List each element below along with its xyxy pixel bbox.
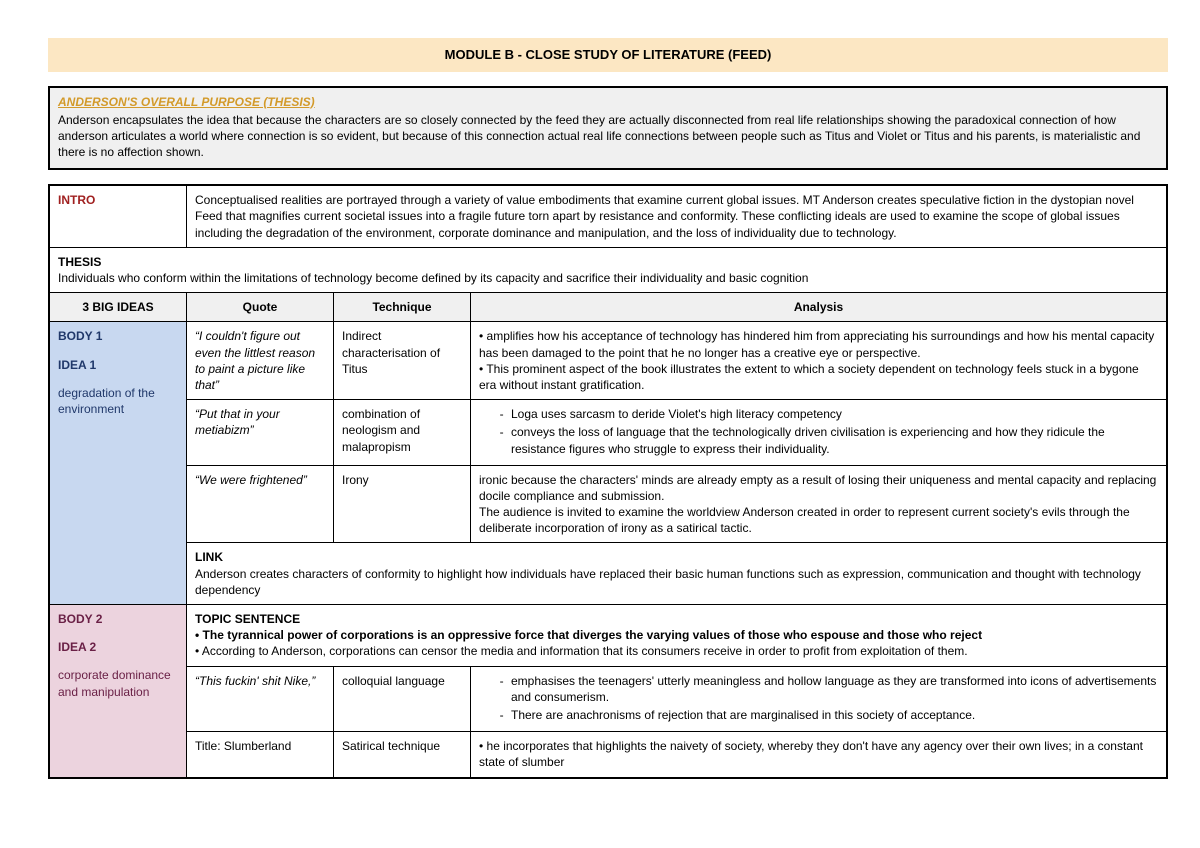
- body2-quote-1: “This fuckin' shit Nike,”: [187, 666, 334, 732]
- body1-label-cell: BODY 1 IDEA 1 degradation of the environ…: [49, 322, 187, 605]
- body1-tech-2: combination of neologism and malapropism: [334, 400, 471, 466]
- purpose-text: Anderson encapsulates the idea that beca…: [58, 112, 1158, 161]
- intro-label: INTRO: [49, 185, 187, 247]
- body2-topic-label: TOPIC SENTENCE: [195, 611, 1158, 627]
- thesis-row: THESIS Individuals who conform within th…: [49, 247, 1167, 292]
- body1-link-text: Anderson creates characters of conformit…: [195, 567, 1141, 597]
- body2-topic-bold: • The tyrannical power of corporations i…: [195, 627, 1158, 643]
- body2-quote-2: Title: Slumberland: [187, 732, 334, 778]
- body1-quote-2: “Put that in your metiabizm”: [187, 400, 334, 466]
- body2-analysis-2: • he incorporates that highlights the na…: [471, 732, 1168, 778]
- body1-link-label: LINK: [195, 549, 1158, 565]
- header-technique: Technique: [334, 293, 471, 322]
- body1-tech-3: Irony: [334, 465, 471, 543]
- body1-idea-label: IDEA 1: [58, 357, 178, 373]
- body1-quote-1: “I couldn't figure out even the littlest…: [187, 322, 334, 400]
- header-ideas: 3 BIG IDEAS: [49, 293, 187, 322]
- body1-tech-1: Indirect characterisation of Titus: [334, 322, 471, 400]
- body2-analysis-1: emphasises the teenagers' utterly meanin…: [471, 666, 1168, 732]
- thesis-label: THESIS: [58, 255, 101, 269]
- header-analysis: Analysis: [471, 293, 1168, 322]
- purpose-box: ANDERSON'S OVERALL PURPOSE (THESIS) Ande…: [48, 86, 1168, 171]
- body1-analysis-2: Loga uses sarcasm to deride Violet's hig…: [471, 400, 1168, 466]
- body1-quote-3: “We were frightened”: [187, 465, 334, 543]
- column-header-row: 3 BIG IDEAS Quote Technique Analysis: [49, 293, 1167, 322]
- body2-tech-1: colloquial language: [334, 666, 471, 732]
- body1-link-row: LINK Anderson creates characters of conf…: [49, 543, 1167, 605]
- essay-table: INTRO Conceptualised realities are portr…: [48, 184, 1168, 778]
- intro-text: Conceptualised realities are portrayed t…: [187, 185, 1168, 247]
- header-quote: Quote: [187, 293, 334, 322]
- body2-label: BODY 2: [58, 612, 102, 626]
- body1-row-3: “We were frightened” Irony ironic becaus…: [49, 465, 1167, 543]
- thesis-cell: THESIS Individuals who conform within th…: [49, 247, 1167, 292]
- body1-analysis-3: ironic because the characters' minds are…: [471, 465, 1168, 543]
- thesis-text: Individuals who conform within the limit…: [58, 271, 808, 285]
- intro-row: INTRO Conceptualised realities are portr…: [49, 185, 1167, 247]
- body2-tech-2: Satirical technique: [334, 732, 471, 778]
- body2-topic-row: BODY 2 IDEA 2 corporate dominance and ma…: [49, 605, 1167, 667]
- body1-row-2: “Put that in your metiabizm” combination…: [49, 400, 1167, 466]
- body2-idea-label: IDEA 2: [58, 639, 178, 655]
- module-title: MODULE B - CLOSE STUDY OF LITERATURE (FE…: [48, 38, 1168, 72]
- body2-topic-second: • According to Anderson, corporations ca…: [195, 643, 1158, 659]
- body1-idea-sub: degradation of the environment: [58, 385, 178, 417]
- body2-row-1: “This fuckin' shit Nike,” colloquial lan…: [49, 666, 1167, 732]
- body2-row-2: Title: Slumberland Satirical technique •…: [49, 732, 1167, 778]
- body2-topic-cell: TOPIC SENTENCE • The tyrannical power of…: [187, 605, 1168, 667]
- body1-row-1: BODY 1 IDEA 1 degradation of the environ…: [49, 322, 1167, 400]
- body1-analysis-1: • amplifies how his acceptance of techno…: [471, 322, 1168, 400]
- purpose-heading: ANDERSON'S OVERALL PURPOSE (THESIS): [58, 95, 315, 109]
- body2-idea-sub: corporate dominance and manipulation: [58, 667, 178, 699]
- body1-link-cell: LINK Anderson creates characters of conf…: [187, 543, 1168, 605]
- body2-label-cell: BODY 2 IDEA 2 corporate dominance and ma…: [49, 605, 187, 778]
- body1-label: BODY 1: [58, 329, 102, 343]
